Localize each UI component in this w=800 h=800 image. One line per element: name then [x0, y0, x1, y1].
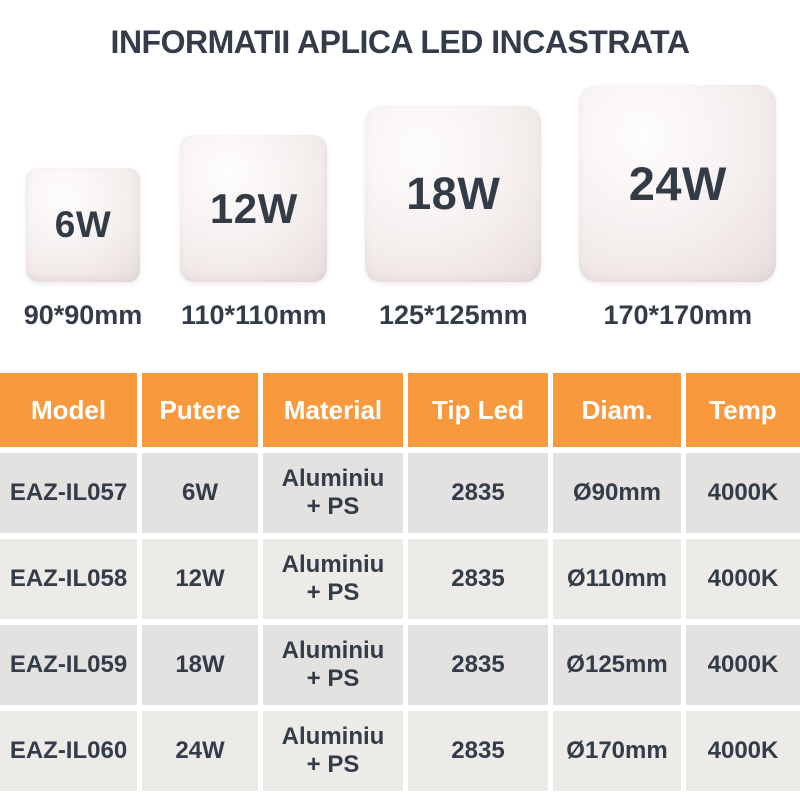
cell-model: EAZ-IL058	[0, 539, 137, 619]
cell-putere: 18W	[142, 625, 258, 705]
cell-temp: 4000K	[686, 453, 800, 533]
cell-model: EAZ-IL059	[0, 625, 137, 705]
cell-temp: 4000K	[686, 711, 800, 791]
cell-putere: 12W	[142, 539, 258, 619]
led-panel-photo-12w: 12W	[165, 135, 343, 282]
cell-diam: Ø90mm	[553, 453, 681, 533]
wattage-label: 18W	[406, 168, 501, 219]
cell-tip-led: 2835	[408, 711, 548, 791]
led-panel-photo-24w: 24W	[562, 85, 794, 282]
column-header-diam: Diam.	[553, 373, 681, 447]
cell-putere: 6W	[142, 453, 258, 533]
dimension-label: 90*90mm	[23, 300, 143, 330]
column-header-temp: Temp	[686, 373, 800, 447]
product-6w: 6W 90*90mm	[13, 168, 153, 331]
mounting-clip-icon	[771, 151, 794, 196]
cell-tip-led: 2835	[408, 453, 548, 533]
mounting-clip-icon	[165, 193, 185, 224]
product-gallery: 6W 90*90mm 12W 110*110mm 18W 125*125mm	[0, 85, 800, 331]
cell-diam: Ø110mm	[553, 539, 681, 619]
cell-material: Aluminiu + PS	[263, 453, 403, 533]
cell-material: Aluminiu + PS	[263, 711, 403, 791]
cell-diam: Ø170mm	[553, 711, 681, 791]
cell-model: EAZ-IL057	[0, 453, 137, 533]
wattage-label: 12W	[209, 184, 298, 232]
cell-diam: Ø125mm	[553, 625, 681, 705]
column-header-tip-led: Tip Led	[408, 373, 548, 447]
mounting-clip-icon	[135, 217, 153, 244]
cell-model: EAZ-IL060	[0, 711, 137, 791]
dimension-label: 110*110mm	[180, 300, 327, 330]
column-header-putere: Putere	[142, 373, 258, 447]
cell-putere: 24W	[142, 711, 258, 791]
led-panel-photo-18w: 18W	[350, 106, 557, 282]
dimension-label: 170*170mm	[603, 300, 753, 330]
mounting-clip-icon	[350, 181, 371, 216]
cell-material: Aluminiu + PS	[263, 625, 403, 705]
column-header-model: Model	[0, 373, 137, 447]
mounting-clip-icon	[536, 183, 557, 218]
spec-table: Model Putere Material Tip Led Diam. Temp…	[0, 373, 800, 791]
wattage-label: 6W	[54, 204, 112, 245]
wattage-label: 24W	[628, 157, 727, 210]
mounting-clip-icon	[323, 196, 343, 227]
product-18w: 18W 125*125mm	[350, 106, 557, 331]
cell-material: Aluminiu + PS	[263, 539, 403, 619]
mounting-clip-icon	[562, 159, 585, 198]
cell-tip-led: 2835	[408, 539, 548, 619]
column-header-material: Material	[263, 373, 403, 447]
dimension-label: 125*125mm	[378, 300, 528, 330]
product-24w: 24W 170*170mm	[562, 85, 794, 331]
cell-temp: 4000K	[686, 539, 800, 619]
product-12w: 12W 110*110mm	[165, 135, 343, 331]
cell-tip-led: 2835	[408, 625, 548, 705]
led-panel-photo-6w: 6W	[13, 168, 153, 282]
mounting-clip-icon	[13, 210, 31, 239]
page-title: INFORMATII APLICA LED INCASTRATA	[110, 24, 690, 60]
cell-temp: 4000K	[686, 625, 800, 705]
